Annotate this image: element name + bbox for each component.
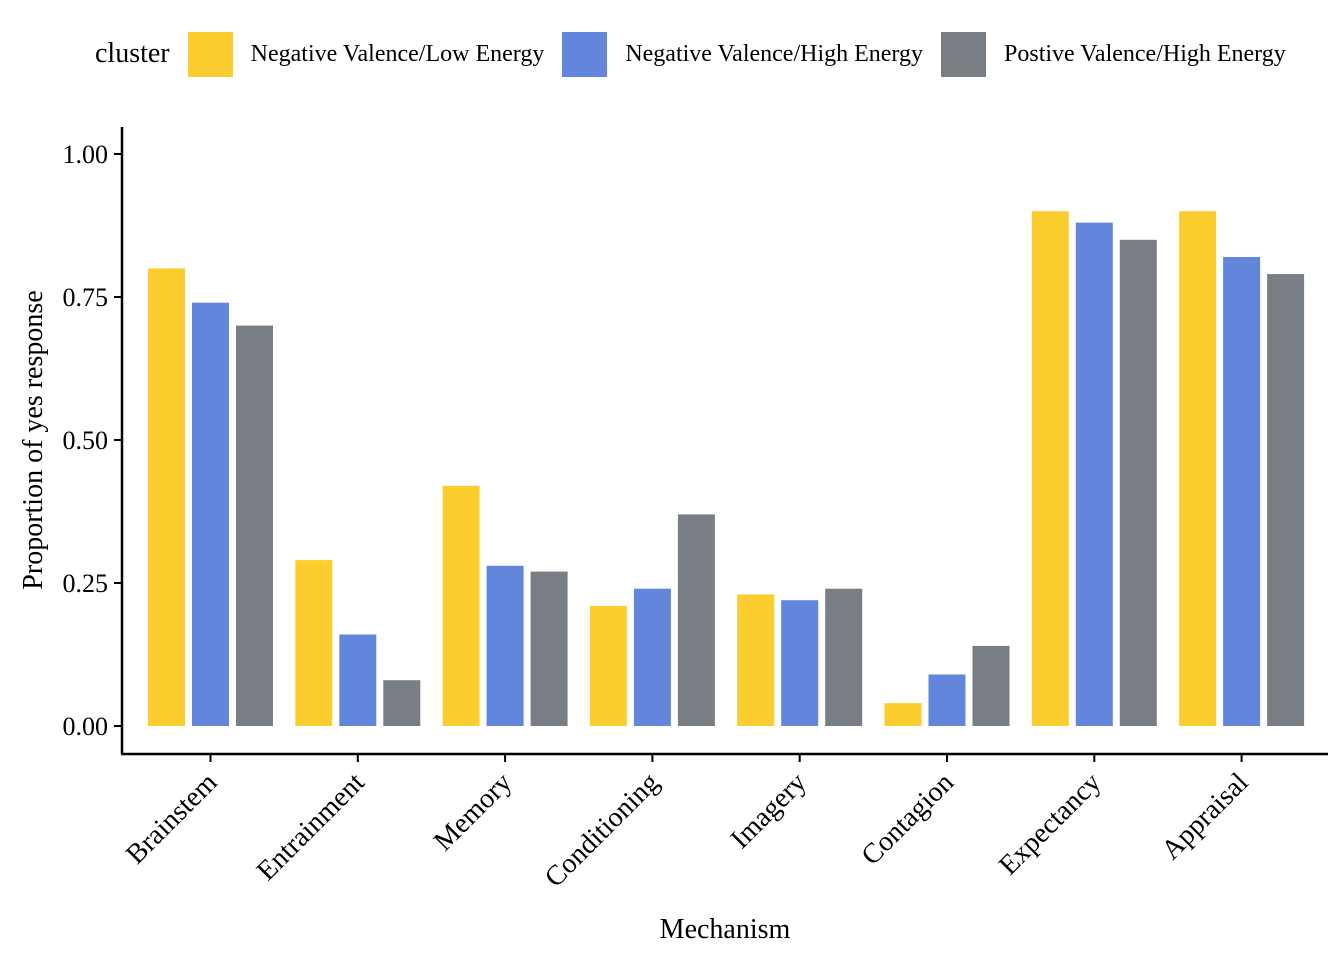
bar-brainstem-series-1 [192,302,229,726]
bar-memory-series-0 [442,485,480,726]
bar-expectancy-series-1 [1075,222,1113,726]
bar-contagion-series-2 [972,645,1010,726]
bar-appraisal-series-1 [1223,257,1261,726]
bar-expectancy-series-0 [1031,211,1069,726]
y-axis-label: Proportion of yes response [18,290,49,589]
legend-swatch-negative-high [562,31,608,77]
bar-imagery-series-2 [825,588,863,726]
bar-contagion-series-0 [884,703,922,726]
bar-imagery-series-0 [737,594,775,726]
legend-swatch-positive-high [941,31,986,77]
x-tick-label-entrainment: Entrainment [251,767,371,887]
y-tick-label: 0.25 [63,569,109,598]
bar-conditioning-series-0 [589,605,627,726]
x-tick-label-brainstem: Brainstem [120,767,223,870]
bar-brainstem-series-0 [148,268,185,726]
y-tick-label: 0.75 [63,283,109,312]
y-tick-label: 0.00 [63,712,109,741]
x-axis-label: Mechanism [660,914,791,945]
bar-memory-series-1 [486,565,524,726]
bar-entrainment-series-1 [339,634,377,726]
legend-item-negative-low: Negative Valence/Low Energy [187,31,545,77]
bar-expectancy-series-2 [1119,239,1157,727]
x-tick-label-appraisal: Appraisal [1156,767,1255,866]
legend-title: cluster [95,38,170,69]
x-tick-label-memory: Memory [428,767,518,857]
legend-label-negative-low: Negative Valence/Low Energy [250,40,545,67]
bar-contagion-series-1 [928,674,966,726]
bar-appraisal-series-0 [1179,211,1217,726]
bar-conditioning-series-1 [633,588,671,726]
bars-layer [148,211,1305,727]
legend-label-negative-high: Negative Valence/High Energy [625,40,923,67]
y-tick-label: 1.00 [63,140,109,169]
bar-appraisal-series-2 [1267,274,1305,726]
bar-brainstem-series-2 [236,325,273,726]
bar-entrainment-series-2 [383,680,421,726]
x-tick-label-conditioning: Conditioning [539,767,665,893]
legend-item-positive-high: Postive Valence/High Energy [941,31,1286,77]
bar-imagery-series-1 [781,600,819,726]
x-tick-label-expectancy: Expectancy [993,767,1107,881]
legend-swatch-negative-low [187,31,233,77]
y-tick-label: 0.50 [63,426,109,455]
bar-entrainment-series-0 [295,560,333,726]
legend-item-negative-high: Negative Valence/High Energy [562,31,923,77]
legend-label-positive-high: Postive Valence/High Energy [1004,40,1286,67]
bar-memory-series-2 [530,571,568,726]
bar-conditioning-series-2 [677,514,715,726]
legend: cluster Negative Valence/Low Energy Nega… [95,30,1304,78]
x-tick-label-contagion: Contagion [856,767,960,871]
x-tick-label-imagery: Imagery [725,767,813,855]
